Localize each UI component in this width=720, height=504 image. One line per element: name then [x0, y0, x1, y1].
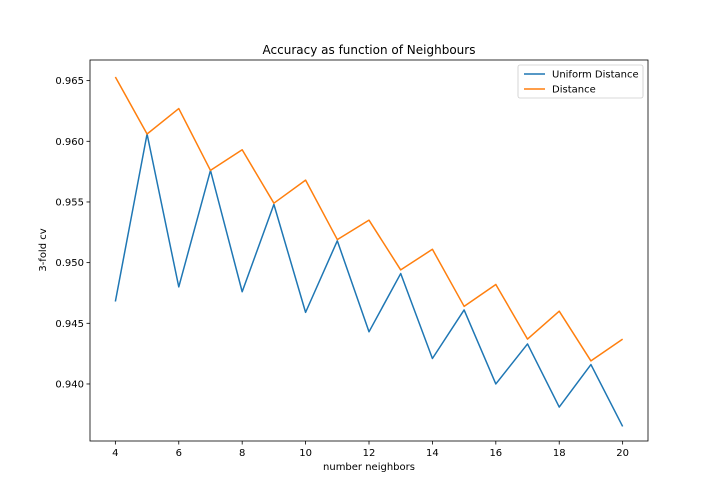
y-axis: 0.940 0.945 0.950 0.955 0.960 0.965 [55, 76, 90, 390]
x-tick-label: 20 [616, 448, 629, 459]
x-tick-label: 6 [176, 448, 182, 459]
x-tick-label: 16 [489, 448, 502, 459]
series-layer [114, 76, 624, 427]
y-axis-label: 3-fold cv [38, 228, 49, 271]
legend-box [517, 64, 644, 99]
legend-label-uniform-distance: Uniform Distance [552, 70, 639, 81]
x-tick-label: 4 [112, 448, 118, 459]
x-tick-label: 14 [426, 448, 439, 459]
x-tick-label: 12 [363, 448, 376, 459]
legend-label-distance: Distance [552, 85, 596, 96]
x-tick-label: 18 [553, 448, 566, 459]
series-line-distance [114, 76, 624, 362]
x-axis-label: number neighbors [323, 462, 415, 473]
x-tick-label: 10 [299, 448, 312, 459]
legend: Uniform Distance Distance [517, 64, 644, 99]
x-axis: 4 6 8 10 12 14 16 18 20 [112, 441, 629, 459]
y-tick-label: 0.965 [55, 76, 84, 87]
y-tick-label: 0.955 [55, 197, 84, 208]
y-tick-label: 0.960 [55, 137, 84, 148]
series-line-uniform-distance [114, 133, 624, 427]
y-tick-label: 0.950 [55, 258, 84, 269]
y-tick-label: 0.945 [55, 319, 84, 330]
x-tick-label: 8 [239, 448, 245, 459]
chart-title: Accuracy as function of Neighbours [263, 43, 476, 57]
y-tick-label: 0.940 [55, 379, 84, 390]
